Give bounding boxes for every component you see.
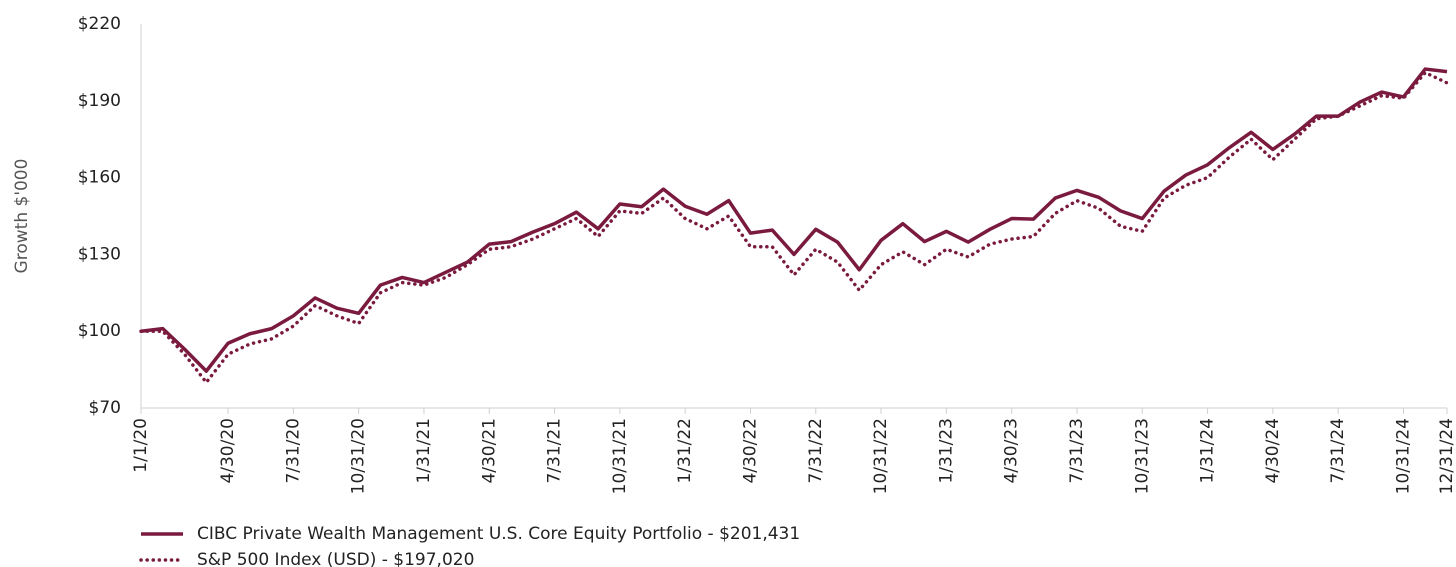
x-tick-label: 4/30/20	[218, 418, 238, 484]
x-tick-label: 10/31/20	[349, 418, 369, 494]
x-tick-label: 7/31/20	[283, 418, 303, 484]
x-tick-label: 1/1/20	[131, 418, 151, 473]
x-tick-label: 7/31/24	[1328, 418, 1348, 484]
x-tick-label: 1/31/21	[414, 418, 434, 484]
y-tick-label: $160	[78, 168, 121, 188]
series-line	[139, 70, 1449, 385]
y-tick-label: $70	[89, 398, 121, 418]
x-tick-label: 10/31/24	[1393, 418, 1413, 494]
y-tick-label: $190	[78, 91, 121, 111]
x-tick-label: 4/30/24	[1263, 418, 1283, 484]
y-axis-label: Growth $'000	[12, 159, 32, 274]
x-tick-label: 7/31/21	[545, 418, 565, 484]
x-tick-label: 7/31/23	[1067, 418, 1087, 484]
x-tick-label: 4/30/23	[1002, 418, 1022, 484]
x-tick-label: 12/31/24	[1437, 418, 1456, 494]
x-tick-label: 10/31/23	[1132, 418, 1152, 494]
x-tick-label: 1/31/23	[936, 418, 956, 484]
x-tick-label: 7/31/22	[806, 418, 826, 484]
x-tick-label: 10/31/22	[871, 418, 891, 494]
legend-label: CIBC Private Wealth Management U.S. Core…	[197, 524, 800, 544]
y-tick-label: $220	[78, 14, 121, 34]
x-tick-label: 10/31/21	[610, 418, 630, 494]
x-tick-label: 4/30/22	[740, 418, 760, 484]
y-tick-label: $100	[78, 321, 121, 341]
x-tick-label: 4/30/21	[479, 418, 499, 484]
legend-label: S&P 500 Index (USD) - $197,020	[197, 550, 474, 567]
y-tick-label: $130	[78, 244, 121, 264]
x-tick-label: 1/31/24	[1198, 418, 1218, 484]
x-tick-label: 1/31/22	[675, 418, 695, 484]
series-line	[140, 67, 1448, 373]
